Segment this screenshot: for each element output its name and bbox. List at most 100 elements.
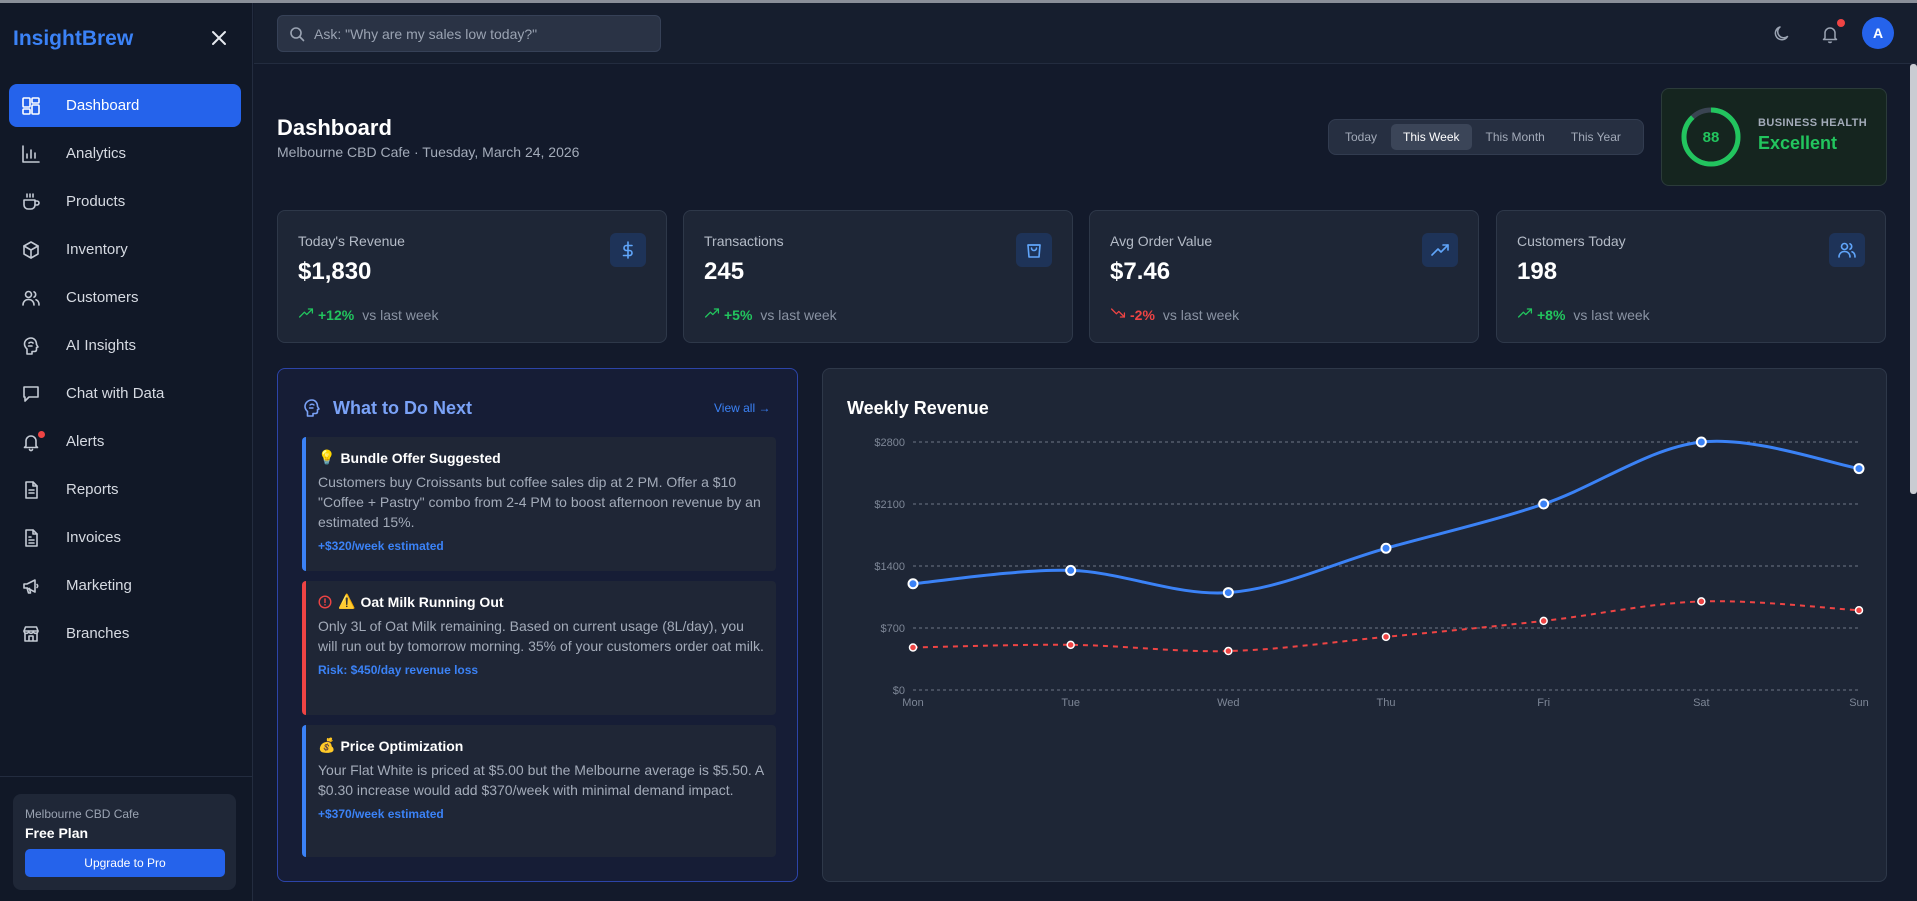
recommendation-impact: +$320/week estimated [318, 539, 444, 553]
sidebar-nav: Dashboard Analytics Products Inventory Custo… [9, 84, 241, 660]
chat-icon [21, 384, 41, 404]
data-point [1381, 632, 1391, 642]
range-option-this-week[interactable]: This Week [1391, 124, 1472, 150]
recommendation-card[interactable]: ⚠️ Oat Milk Running Out Only 3L of Oat Mil… [302, 581, 776, 715]
kpi-delta-percent: +8% [1537, 306, 1566, 323]
megaphone-icon [21, 576, 41, 596]
kpi-card-transactions[interactable]: Transactions 245 +5% vs last week [683, 210, 1073, 343]
sidebar-item-reports[interactable]: Reports [9, 468, 241, 511]
trending-up-icon [298, 305, 314, 324]
sidebar-item-label: Invoices [66, 529, 122, 546]
date-range-selector: Today This Week This Month This Year [1328, 119, 1644, 155]
search-box[interactable] [277, 15, 661, 52]
avatar[interactable]: A [1862, 17, 1894, 49]
page-subtitle: Melbourne CBD Cafe · Tuesday, March 24, … [277, 144, 580, 160]
data-point [1065, 564, 1077, 576]
recommendation-title: 💡 Bundle Offer Suggested [318, 449, 764, 466]
sidebar-item-chat-with-data[interactable]: Chat with Data [9, 372, 241, 415]
sidebar-item-branches[interactable]: Branches [9, 612, 241, 655]
series-line-1 [912, 439, 1860, 595]
sidebar-item-invoices[interactable]: Invoices [9, 516, 241, 559]
data-point [1222, 587, 1234, 599]
kpi-value: 198 [1517, 258, 1558, 285]
kpi-delta-percent: +5% [724, 306, 753, 323]
recommendation-emoji: ⚠️ [338, 593, 356, 609]
kpi-delta: +5% vs last week [704, 305, 837, 324]
data-point [1538, 498, 1550, 510]
alert-circle-icon [318, 594, 332, 609]
sidebar-item-products[interactable]: Products [9, 180, 241, 223]
kpi-card-customers-today[interactable]: Customers Today 198 +8% vs last week [1496, 210, 1886, 343]
recommendation-body: Your Flat White is priced at $5.00 but t… [318, 762, 764, 798]
alert-badge [38, 431, 45, 438]
data-point [1380, 542, 1392, 554]
close-icon [212, 31, 226, 45]
sidebar-item-dashboard[interactable]: Dashboard [9, 84, 241, 127]
brand-logo[interactable]: InsightBrew [13, 27, 134, 50]
sidebar-item-inventory[interactable]: Inventory [9, 228, 241, 271]
moon-icon [1774, 26, 1789, 41]
dollar-icon [610, 233, 646, 267]
sidebar-item-alerts[interactable]: Alerts [9, 420, 241, 463]
range-option-today[interactable]: Today [1345, 130, 1378, 144]
x-tick-label: Wed [1217, 697, 1239, 709]
brain-icon [301, 397, 323, 424]
data-point [908, 643, 918, 652]
plan-card: Melbourne CBD Cafe Free Plan Upgrade to … [13, 794, 236, 890]
view-all-link[interactable]: View all → [714, 401, 771, 415]
trending-up-icon [704, 305, 720, 324]
users-icon [21, 288, 41, 308]
sidebar-item-label: Inventory [66, 241, 128, 258]
scrollbar[interactable] [1910, 64, 1917, 901]
kpi-card-avg-order-value[interactable]: Avg Order Value $7.46 -2% vs last week [1089, 210, 1479, 343]
kpi-label: Transactions [704, 233, 784, 249]
sidebar-item-label: Customers [66, 289, 139, 306]
sidebar-item-ai-insights[interactable]: AI Insights [9, 324, 241, 367]
x-tick-label: Thu [1377, 697, 1396, 709]
sidebar-item-customers[interactable]: Customers [9, 276, 241, 319]
trending-up-icon [1517, 305, 1533, 324]
x-tick-label: Sat [1693, 697, 1710, 709]
search-input[interactable] [314, 16, 654, 51]
scrollbar-thumb[interactable] [1910, 64, 1917, 494]
store-icon [21, 624, 41, 644]
health-label: BUSINESS HEALTH [1758, 117, 1868, 129]
data-point [1066, 640, 1075, 650]
data-point [907, 578, 919, 590]
kpi-value: $1,830 [298, 258, 372, 285]
recommendation-card[interactable]: 💡 Bundle Offer Suggested Customers buy Cro… [302, 437, 776, 571]
x-tick-label: Tue [1061, 697, 1080, 709]
recommendation-card[interactable]: 💰 Price Optimization Your Flat White is pr… [302, 725, 776, 857]
kpi-delta-percent: -2% [1130, 306, 1155, 323]
kpi-delta-compare: vs last week [1162, 306, 1240, 323]
trending-down-icon [1110, 305, 1126, 324]
health-status: Excellent [1758, 133, 1838, 153]
report-icon [21, 480, 41, 500]
health-ring [1681, 107, 1741, 167]
dark-mode-toggle[interactable] [1772, 24, 1792, 44]
y-tick-label: $2100 [874, 499, 905, 511]
topbar: A [254, 3, 1917, 64]
range-option-this-year[interactable]: This Year [1570, 130, 1621, 144]
range-option-this-month[interactable]: This Month [1485, 130, 1545, 144]
recommendation-title-text: Bundle Offer Suggested [340, 449, 501, 466]
upgrade-button[interactable]: Upgrade to Pro [25, 849, 225, 877]
sidebar-item-label: Chat with Data [66, 385, 165, 402]
dashboard-icon [21, 96, 41, 116]
sidebar: InsightBrew Dashboard Analytics Products In… [0, 3, 253, 901]
window-top-border [0, 0, 1917, 3]
sidebar-item-marketing[interactable]: Marketing [9, 564, 241, 607]
plan-name: Free Plan [25, 825, 89, 841]
recommendation-title-text: Oat Milk Running Out [360, 593, 504, 610]
sidebar-item-label: Reports [66, 481, 119, 498]
health-score: 88 [1702, 128, 1720, 146]
kpi-delta: +8% vs last week [1517, 305, 1650, 324]
sidebar-item-analytics[interactable]: Analytics [9, 132, 241, 175]
sidebar-item-label: Alerts [66, 433, 105, 450]
close-sidebar-button[interactable] [207, 26, 231, 50]
bell-icon [21, 432, 41, 452]
search-icon [289, 26, 305, 47]
notifications-button[interactable] [1820, 24, 1840, 44]
coffee-cup-icon [21, 192, 41, 212]
kpi-card-today-s-revenue[interactable]: Today's Revenue $1,830 +12% vs last week [277, 210, 667, 343]
